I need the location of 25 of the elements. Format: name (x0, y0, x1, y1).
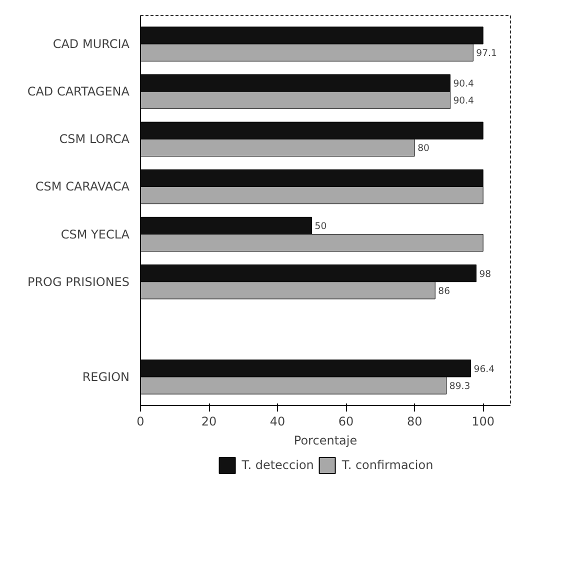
legend-label: T. deteccion (242, 458, 314, 472)
x-tick-label: 40 (270, 414, 286, 428)
y-tick-label: CAD CARTAGENA (27, 84, 130, 99)
y-tick-label: CAD MURCIA (52, 37, 130, 52)
x-tick-label: 80 (406, 414, 422, 428)
data-label: 80 (418, 143, 430, 154)
x-axis-title: Porcentaje (294, 434, 358, 448)
data-label: 98 (479, 268, 492, 280)
y-tick-label: CSM LORCA (59, 132, 130, 146)
data-label: 97.1 (476, 48, 497, 60)
data-label: 90.4 (453, 78, 474, 90)
data-label: 96.4 (474, 364, 495, 375)
data-label: 89.3 (449, 381, 470, 392)
data-label: 86 (438, 286, 450, 297)
x-tick-label: 20 (201, 414, 217, 428)
y-tick-label: REGION (82, 370, 130, 384)
x-tick-label: 60 (338, 414, 354, 428)
data-label: 90.4 (453, 96, 474, 107)
legend-label: T. confirmacion (342, 458, 434, 472)
y-tick-label: CSM YECLA (60, 227, 130, 242)
y-tick-label: PROG PRISIONES (27, 274, 130, 289)
x-tick-label: 0 (136, 414, 144, 428)
data-label: 50 (314, 221, 327, 232)
x-tick-label: 100 (472, 414, 495, 428)
y-tick-label: CSM CARAVACA (35, 180, 130, 194)
